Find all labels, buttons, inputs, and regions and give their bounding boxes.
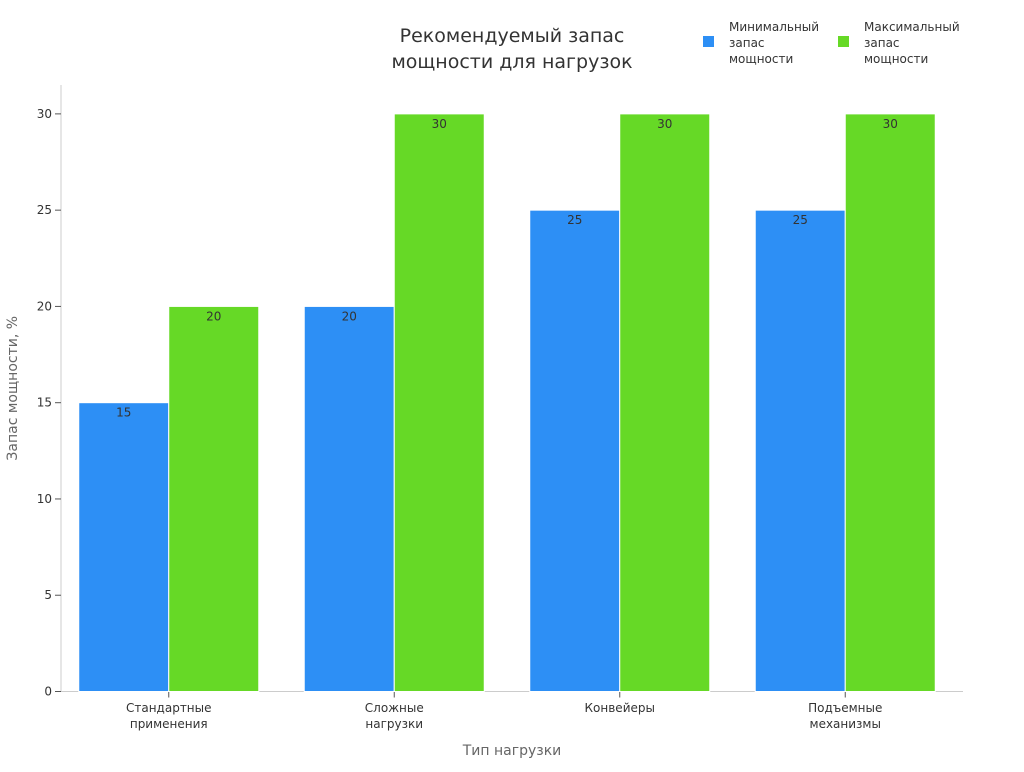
y-axis-label: Запас мощности, % — [5, 316, 21, 461]
y-tick-label: 10 — [37, 492, 52, 506]
legend-swatch-1 — [703, 36, 714, 47]
data-labels: 15 20 20 30 25 30 25 30 — [116, 117, 898, 420]
y-tick-label: 0 — [44, 685, 52, 699]
data-label: 30 — [883, 117, 898, 131]
data-label: 15 — [116, 406, 131, 420]
bar-max-1 — [168, 305, 260, 692]
x-axis-label: Тип нагрузки — [462, 743, 562, 759]
bar-max-2 — [393, 113, 485, 692]
data-label: 25 — [793, 213, 808, 227]
data-label: 20 — [342, 309, 357, 323]
legend-swatch-2 — [838, 36, 849, 47]
chart-title: Рекомендуемый запас мощности для нагрузок — [391, 25, 632, 73]
bars — [78, 113, 936, 692]
data-label: 20 — [206, 309, 221, 323]
legend-label-1: Минимальный запас мощности — [729, 20, 819, 66]
x-tick-label: Сложные нагрузки — [365, 701, 424, 731]
y-tick-label: 30 — [37, 107, 52, 121]
x-tick-label: Подъемные механизмы — [808, 701, 882, 731]
axes: 0 5 10 15 20 25 30 Запас мощности, % Тип нагрузк… — [5, 85, 963, 759]
bar-min-4 — [754, 209, 846, 692]
y-tick-label: 15 — [37, 396, 52, 410]
y-tick-label: 20 — [37, 299, 52, 313]
bar-min-3 — [529, 209, 621, 692]
legend-label-2: Максимальный запас мощности — [864, 20, 960, 66]
y-tick-label: 25 — [37, 203, 52, 217]
x-tick-label: Конвейеры — [585, 701, 655, 715]
bar-min-1 — [78, 402, 170, 692]
bar-min-2 — [303, 305, 395, 692]
data-label: 30 — [657, 117, 672, 131]
data-label: 25 — [567, 213, 582, 227]
y-tick-label: 5 — [44, 588, 52, 602]
bar-max-4 — [844, 113, 936, 692]
data-label: 30 — [432, 117, 447, 131]
bar-max-3 — [619, 113, 711, 692]
x-tick-label: Стандартные применения — [126, 701, 212, 731]
legend: Минимальный запас мощности Максимальный запа… — [703, 20, 960, 66]
chart-title-text: Рекомендуемый запас мощности для нагрузок — [391, 25, 632, 73]
